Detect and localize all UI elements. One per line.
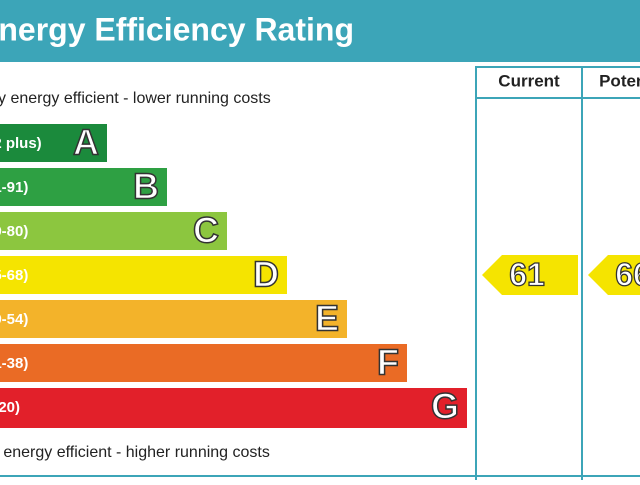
band-range: (81-91) <box>0 179 28 196</box>
band-letter: E <box>315 298 339 339</box>
band-bar <box>0 212 227 250</box>
band-letter: A <box>73 122 99 163</box>
title: Energy Efficiency Rating <box>0 11 354 47</box>
frame <box>0 66 640 480</box>
band-letter: D <box>253 254 279 295</box>
band-letter: C <box>193 210 219 251</box>
rating-value: 61 <box>509 256 545 292</box>
band-bar <box>0 300 347 338</box>
band-range: (69-80) <box>0 223 28 240</box>
rating-arrow <box>588 255 640 295</box>
band-bar <box>0 344 407 382</box>
bottom-note: Not energy efficient - higher running co… <box>0 444 270 461</box>
top-note: Very energy efficient - lower running co… <box>0 90 271 107</box>
band-letter: G <box>431 386 459 427</box>
band-bar <box>0 388 467 428</box>
band-bar <box>0 256 287 294</box>
title-bar <box>0 0 640 62</box>
band-range: (39-54) <box>0 311 28 328</box>
band-letter: B <box>133 166 159 207</box>
band-range: (21-38) <box>0 355 28 372</box>
column-header: Potential <box>599 71 640 90</box>
band-bar <box>0 124 107 162</box>
band-bar <box>0 168 167 206</box>
rating-arrow <box>482 255 578 295</box>
band-range: (1-20) <box>0 399 20 416</box>
band-range: (55-68) <box>0 267 28 284</box>
band-letter: F <box>377 342 399 383</box>
column-header: Current <box>498 71 560 90</box>
rating-value: 66 <box>615 256 640 292</box>
band-range: (92 plus) <box>0 135 42 152</box>
